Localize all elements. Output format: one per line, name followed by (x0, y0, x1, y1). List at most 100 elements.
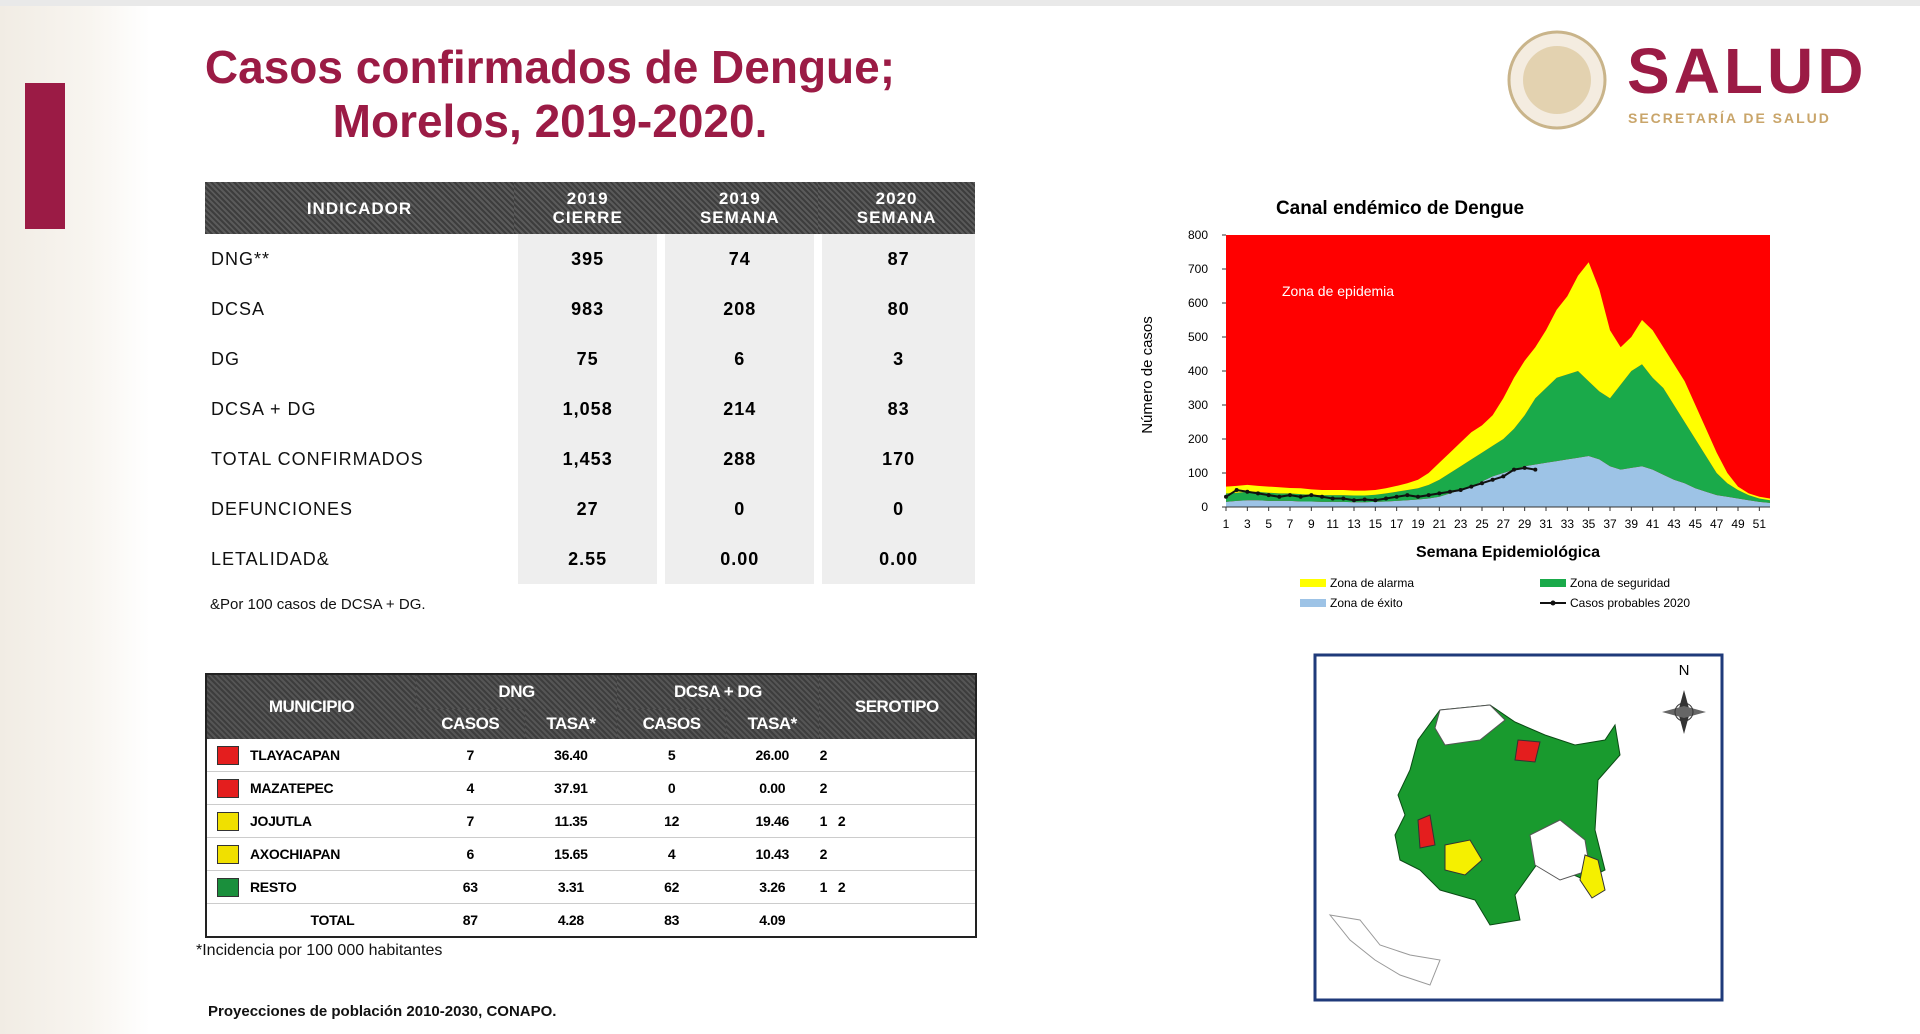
x-axis-label: Semana Epidemiológica (1416, 544, 1600, 561)
table-row: DCSA 983 208 80 (205, 284, 975, 334)
emblem-core (1523, 46, 1591, 114)
table-cell: 3.31 (524, 870, 618, 904)
table-row: TLAYACAPAN 7 36.40 5 26.00 2 (206, 739, 976, 772)
table-cell: 87 (415, 903, 525, 938)
table-cell: 0.00 (725, 771, 819, 805)
column-header: CASOS (415, 709, 525, 739)
table-cell: 75 (509, 334, 662, 384)
line-point (1224, 494, 1228, 499)
top-bar (0, 0, 1920, 6)
x-tick-label: 1 (1223, 517, 1230, 531)
x-tick-label: 25 (1475, 517, 1489, 531)
x-tick-label: 27 (1497, 517, 1511, 531)
color-cell (206, 903, 249, 938)
table-cell: 0.00 (657, 534, 819, 584)
table-cell: DG (205, 334, 514, 384)
line-point (1341, 496, 1346, 501)
column-header: 2020 SEMANA (818, 182, 975, 234)
table-cell: 1 2 (818, 804, 976, 838)
logo: SALUD SECRETARÍA DE SALUD (1507, 30, 1863, 130)
x-tick-label: 21 (1433, 517, 1447, 531)
compass-needle (1662, 706, 1706, 718)
x-tick-label: 39 (1625, 517, 1639, 531)
line-point (1469, 484, 1474, 489)
y-tick-label: 700 (1188, 262, 1208, 276)
table-cell: 3 (814, 334, 975, 384)
x-tick-label: 33 (1561, 517, 1575, 531)
slide-title: Casos confirmados de Dengue; Morelos, 20… (150, 40, 950, 148)
table-cell: DEFUNCIONES (205, 484, 514, 534)
line-point (1405, 493, 1410, 498)
table-cell: 4.28 (524, 903, 618, 938)
area-band (1226, 364, 1770, 503)
area-band (1226, 262, 1770, 501)
column-header: TASA* (524, 709, 618, 739)
line-point (1490, 477, 1495, 482)
x-tick-label: 45 (1689, 517, 1703, 531)
table-cell: 288 (657, 434, 819, 484)
table-cell: 83 (814, 384, 975, 434)
line-point (1522, 465, 1527, 470)
legend-label: Casos probables 2020 (1570, 596, 1690, 610)
table-cell: JOJUTLA (249, 804, 416, 838)
table-row: DEFUNCIONES 27 0 0 (205, 484, 975, 534)
line-point (1320, 494, 1324, 499)
x-tick-label: 15 (1369, 517, 1383, 531)
line-point (1394, 494, 1399, 499)
table-cell: TOTAL CONFIRMADOS (205, 434, 514, 484)
table-cell: 15.65 (524, 837, 618, 871)
table-cell: 4.09 (725, 903, 819, 938)
table-cell: 2 (818, 771, 976, 805)
table-cell: MAZATEPEC (249, 771, 416, 805)
compass-north: N (1679, 662, 1690, 679)
y-tick-label: 600 (1188, 296, 1208, 310)
y-tick-label: 200 (1188, 432, 1208, 446)
table-cell: 0 (814, 484, 975, 534)
line-point (1330, 496, 1335, 501)
chart-title: Canal endémico de Dengue (1276, 198, 1524, 219)
table-row: DCSA + DG 1,058 214 83 (205, 384, 975, 434)
line-point (1362, 497, 1367, 502)
y-tick-label: 400 (1188, 364, 1208, 378)
x-tick-label: 13 (1347, 517, 1361, 531)
x-tick-label: 7 (1287, 517, 1294, 531)
y-tick-label: 100 (1188, 466, 1208, 480)
table-cell: 11.35 (524, 804, 618, 838)
column-header: 2019 CIERRE (514, 182, 662, 234)
header-row: CASOS TASA* CASOS TASA* (206, 709, 976, 739)
table-cell: 214 (657, 384, 819, 434)
table-cell: 170 (814, 434, 975, 484)
x-tick-label: 23 (1454, 517, 1468, 531)
color-cell (206, 804, 249, 838)
column-header: MUNICIPIO (206, 674, 416, 739)
column-header: CASOS (617, 709, 726, 739)
region-red (1417, 814, 1436, 849)
y-tick-label: 0 (1201, 500, 1208, 514)
line-point (1480, 481, 1484, 486)
line-point (1288, 493, 1292, 498)
legend-label: Zona de alarma (1330, 576, 1414, 590)
table-row: TOTAL CONFIRMADOS 1,453 288 170 (205, 434, 975, 484)
table-cell: 6 (657, 334, 819, 384)
table-cell: 26.00 (725, 739, 819, 772)
municipio-table: MUNICIPIO DNG DCSA + DG SEROTIPO CASOS TASA* C… (205, 673, 977, 938)
line-point (1373, 498, 1378, 503)
line-point (1309, 493, 1314, 498)
compass: N (1662, 662, 1706, 734)
note: *Incidencia por 100 000 habitantes (196, 942, 443, 959)
table-cell: 4 (415, 771, 525, 805)
table-cell: LETALIDAD& (205, 534, 514, 584)
table-cell: 80 (814, 284, 975, 334)
color-box (217, 745, 239, 765)
line-point (1277, 494, 1282, 499)
line-point (1298, 494, 1303, 499)
table-row: RESTO 63 3.31 62 3.26 1 2 (206, 870, 976, 904)
x-tick-label: 35 (1582, 517, 1596, 531)
legend-dot (1550, 600, 1556, 606)
table-cell: 1,058 (509, 384, 662, 434)
country-inset (1328, 914, 1441, 986)
x-tick-label: 29 (1518, 517, 1532, 531)
endemic-chart: Canal endémico de Dengue Zona de epidemia… (1139, 198, 1770, 610)
